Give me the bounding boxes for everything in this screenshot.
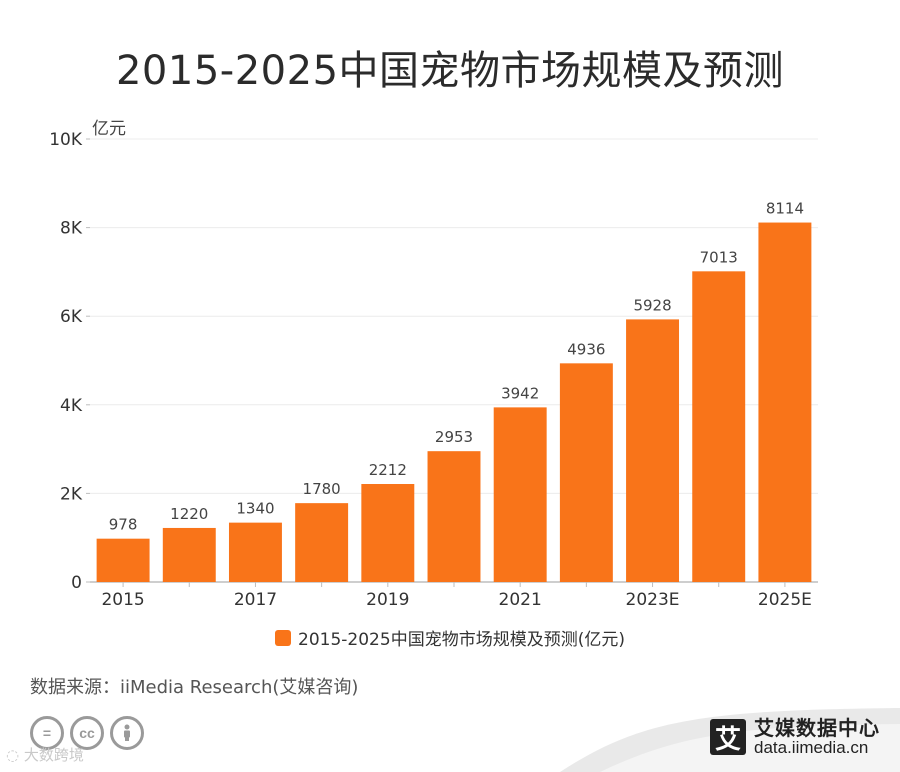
license-icons: = cc xyxy=(30,716,144,750)
chart-title: 2015-2025中国宠物市场规模及预测 xyxy=(115,48,785,94)
watermark: ◌ 大数跨境 xyxy=(6,744,84,765)
legend[interactable]: 2015-2025中国宠物市场规模及预测(亿元) xyxy=(0,625,900,650)
data-label: 3942 xyxy=(501,384,539,402)
y-tick-label: 4K xyxy=(60,396,83,416)
data-label: 1340 xyxy=(236,500,274,518)
cc-icon: cc xyxy=(70,716,104,750)
person-icon xyxy=(110,716,144,750)
bar xyxy=(559,363,613,582)
data-label: 5928 xyxy=(633,296,671,314)
bar xyxy=(96,538,150,582)
data-label: 4936 xyxy=(567,340,605,358)
bar xyxy=(626,319,680,582)
brand-name: 艾媒数据中心 xyxy=(754,716,880,740)
equals-icon: = xyxy=(30,716,64,750)
bar xyxy=(228,522,282,582)
data-label: 8114 xyxy=(766,200,804,218)
y-tick-label: 0 xyxy=(71,573,82,593)
y-tick-label: 6K xyxy=(60,307,83,327)
source-note: 数据来源：iiMedia Research(艾媒咨询) xyxy=(30,677,359,698)
x-tick-label: 2017 xyxy=(234,590,277,610)
watermark-text: 大数跨境 xyxy=(23,746,84,764)
y-tick-label: 8K xyxy=(60,219,83,239)
bar xyxy=(361,484,415,582)
bar xyxy=(427,451,481,582)
data-label: 2953 xyxy=(435,428,473,446)
bar xyxy=(493,407,547,582)
bar xyxy=(295,503,349,582)
watermark-icon: ◌ xyxy=(6,746,20,764)
data-label: 978 xyxy=(109,516,138,534)
x-tick-label: 2023E xyxy=(626,590,680,610)
data-label: 1780 xyxy=(303,480,341,498)
x-tick-label: 2021 xyxy=(499,590,542,610)
x-tick-label: 2019 xyxy=(366,590,409,610)
y-tick-label: 10K xyxy=(49,130,83,150)
y-tick-label: 2K xyxy=(60,484,83,504)
brand-url: data.iimedia.cn xyxy=(754,738,869,757)
brand-block: 艾 艾媒数据中心 data.iimedia.cn xyxy=(710,718,880,757)
bar xyxy=(758,222,812,582)
bar xyxy=(162,527,216,582)
x-tick-label: 2025E xyxy=(758,590,812,610)
bar xyxy=(692,271,746,582)
data-label: 7013 xyxy=(700,248,738,266)
brand-logo-icon: 艾 xyxy=(710,719,746,756)
y-axis-unit-label: 亿元 xyxy=(92,119,126,139)
x-tick-label: 2015 xyxy=(101,590,144,610)
legend-swatch xyxy=(275,629,292,646)
legend-label: 2015-2025中国宠物市场规模及预测(亿元) xyxy=(298,630,625,650)
data-label: 2212 xyxy=(369,461,407,479)
data-label: 1220 xyxy=(170,505,208,523)
